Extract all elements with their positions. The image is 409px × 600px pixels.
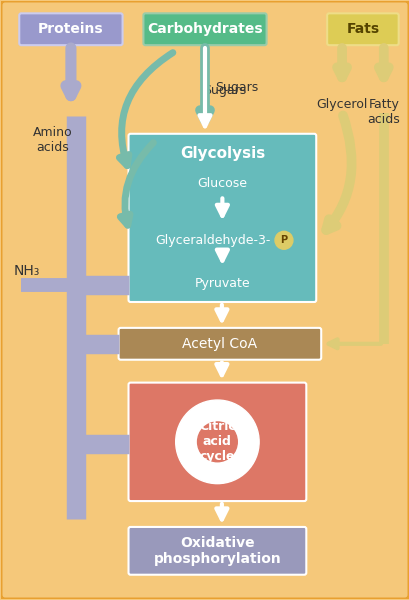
FancyBboxPatch shape	[326, 13, 398, 45]
Text: Acetyl CoA: Acetyl CoA	[182, 337, 257, 351]
FancyBboxPatch shape	[143, 13, 266, 45]
Text: NH₃: NH₃	[13, 264, 40, 278]
Text: Carbohydrates: Carbohydrates	[147, 22, 262, 36]
Text: Sugars: Sugars	[214, 82, 258, 94]
Text: Glucose: Glucose	[197, 177, 247, 190]
Text: Glycerol: Glycerol	[316, 98, 367, 111]
Text: Glyceraldehyde-3-: Glyceraldehyde-3-	[154, 234, 270, 247]
FancyBboxPatch shape	[19, 13, 122, 45]
Circle shape	[175, 400, 258, 484]
FancyArrowPatch shape	[120, 143, 153, 225]
FancyBboxPatch shape	[128, 134, 315, 302]
Text: Amino
acids: Amino acids	[33, 126, 73, 154]
Text: Oxidative
phosphorylation: Oxidative phosphorylation	[153, 536, 281, 566]
Text: Fatty
acids: Fatty acids	[366, 98, 399, 126]
FancyBboxPatch shape	[118, 328, 320, 360]
FancyArrowPatch shape	[326, 115, 351, 230]
Text: Citric
acid
cycle: Citric acid cycle	[198, 421, 235, 463]
Circle shape	[274, 232, 292, 249]
FancyArrowPatch shape	[119, 53, 173, 166]
Text: Sugars: Sugars	[203, 85, 246, 97]
Text: Pyruvate: Pyruvate	[194, 277, 249, 290]
Text: P: P	[280, 235, 287, 245]
Circle shape	[197, 422, 237, 462]
Text: Fats: Fats	[346, 22, 379, 36]
Text: Glycolysis: Glycolysis	[179, 146, 264, 161]
Text: Proteins: Proteins	[38, 22, 103, 36]
FancyBboxPatch shape	[128, 527, 306, 575]
FancyBboxPatch shape	[128, 383, 306, 501]
